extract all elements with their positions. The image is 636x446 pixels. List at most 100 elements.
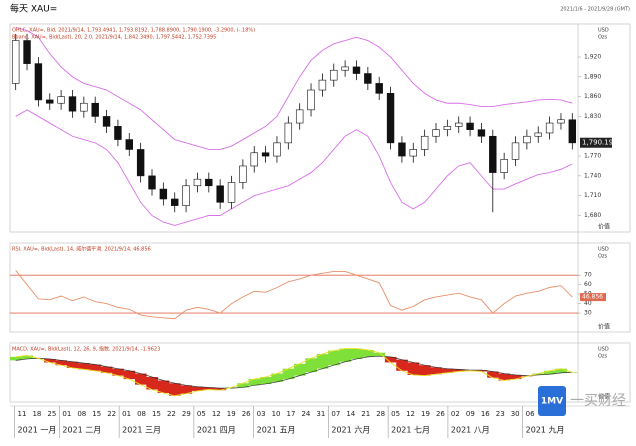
macd-fill xyxy=(100,366,113,373)
x-tick-label: 26 xyxy=(242,410,251,418)
candle-body xyxy=(330,69,338,81)
x-tick-label: 01 xyxy=(122,410,131,418)
month-label: 2021 三月 xyxy=(122,426,161,435)
x-tick-label: 15 xyxy=(92,410,101,418)
candle-body xyxy=(386,93,395,144)
y-tick-label: 1,860 xyxy=(584,93,601,100)
macd-fill xyxy=(44,358,56,363)
x-tick-label: 08 xyxy=(77,410,86,418)
y-tick-label: 1,920 xyxy=(584,54,601,61)
axis-label: 价值 xyxy=(598,393,610,401)
frame xyxy=(9,23,631,233)
candle-body xyxy=(205,178,213,187)
candle-body xyxy=(341,66,349,71)
x-tick-label: 14 xyxy=(346,410,355,418)
y-tick-label: 1,740 xyxy=(584,172,601,179)
upper-band xyxy=(15,26,573,150)
axis-unit: USD xyxy=(598,247,609,253)
plot xyxy=(10,270,578,320)
x-tick-label: 19 xyxy=(227,410,236,418)
axis-unit: USD xyxy=(598,28,609,34)
candle-body xyxy=(57,96,65,104)
y-tick-label: 1,680 xyxy=(584,212,601,219)
month-label: 2021 九月 xyxy=(526,426,565,435)
candle-body xyxy=(545,122,554,134)
candle-body xyxy=(227,182,236,203)
candle-body xyxy=(261,152,270,157)
candle-body xyxy=(148,175,156,190)
macd-fill xyxy=(407,362,420,375)
legend: Bband, XAU=, Bid(Last), 20, 2.0, 2021/9/… xyxy=(12,35,216,41)
y-tick-label: 30 xyxy=(584,310,592,317)
candle-body xyxy=(80,102,88,112)
candle-body xyxy=(295,109,304,124)
macd-fill xyxy=(555,368,567,373)
x-tick-label: 11 xyxy=(18,410,27,418)
macd-fill xyxy=(134,373,147,385)
x-tick-label: 05 xyxy=(197,410,206,418)
axis-label: 价值 xyxy=(598,323,610,331)
legend: OHLC, XAU=, Bid, 2021/9/14, 1,793.4941, … xyxy=(12,28,255,34)
candle-body xyxy=(375,83,383,94)
macd-fill xyxy=(362,349,374,357)
macd-fill xyxy=(248,379,261,386)
x-tick-label: 31 xyxy=(316,410,325,418)
macd-fill xyxy=(214,388,227,391)
x-tick-label: 28 xyxy=(376,410,385,418)
macd-fill xyxy=(112,368,124,376)
month-label: 2021 四月 xyxy=(197,426,236,435)
signal-line xyxy=(15,355,573,389)
x-tick-label: 22 xyxy=(107,410,116,418)
month-label: 2021 五月 xyxy=(257,426,296,435)
candle-body xyxy=(466,122,474,130)
macd-fill xyxy=(259,377,272,384)
y-tick-label: 1,770 xyxy=(584,153,601,160)
plot xyxy=(11,26,577,226)
x-tick-label: 19 xyxy=(421,410,430,418)
axis-unit: Ozs xyxy=(598,354,608,360)
month-label: 2021 八月 xyxy=(451,426,490,435)
candle-body xyxy=(318,79,327,91)
y-tick-label: 1,890 xyxy=(584,73,601,80)
candle-body xyxy=(250,152,258,167)
logo-box xyxy=(538,386,566,416)
x-tick-label: 03 xyxy=(257,410,266,418)
candle-body xyxy=(102,116,111,127)
macd-fill xyxy=(498,373,511,381)
candle-body xyxy=(398,142,406,157)
macd-fill xyxy=(373,352,386,357)
x-tick-label: 25 xyxy=(47,410,56,418)
y-tick-label: 40 xyxy=(584,300,592,307)
axis-unit: USD xyxy=(598,347,609,353)
candle-body xyxy=(489,135,497,173)
macd-fill xyxy=(157,380,170,393)
macd-fill xyxy=(123,370,136,380)
y-tick-label: 1,710 xyxy=(584,192,601,199)
macd-fill xyxy=(21,355,34,359)
x-tick-label: 15 xyxy=(152,410,161,418)
candle-body xyxy=(182,185,190,206)
date-range: 2021/1/6 - 2021/9/28 (GMT) xyxy=(560,7,630,13)
candle-body xyxy=(455,122,463,127)
frame xyxy=(9,342,631,403)
candle-body xyxy=(193,178,202,187)
macd-fill xyxy=(396,359,408,371)
macd-fill xyxy=(328,350,340,366)
macd-fill xyxy=(180,385,193,394)
rsi-line xyxy=(15,270,573,320)
macd-fill xyxy=(384,356,397,363)
candle-body xyxy=(34,63,43,101)
x-tick-label: 23 xyxy=(496,410,505,418)
x-tick-label: 05 xyxy=(391,410,400,418)
x-tick-label: 12 xyxy=(212,410,221,418)
month-label: 2021 一月 xyxy=(18,426,57,435)
macd-fill xyxy=(350,348,363,359)
candle-body xyxy=(477,129,486,137)
candle-body xyxy=(432,129,440,137)
month-label: 2021 七月 xyxy=(391,426,430,435)
candle-body xyxy=(307,89,315,111)
x-tick-label: 26 xyxy=(436,410,445,418)
macd-fill xyxy=(543,370,556,375)
last-price-badge xyxy=(580,137,612,148)
